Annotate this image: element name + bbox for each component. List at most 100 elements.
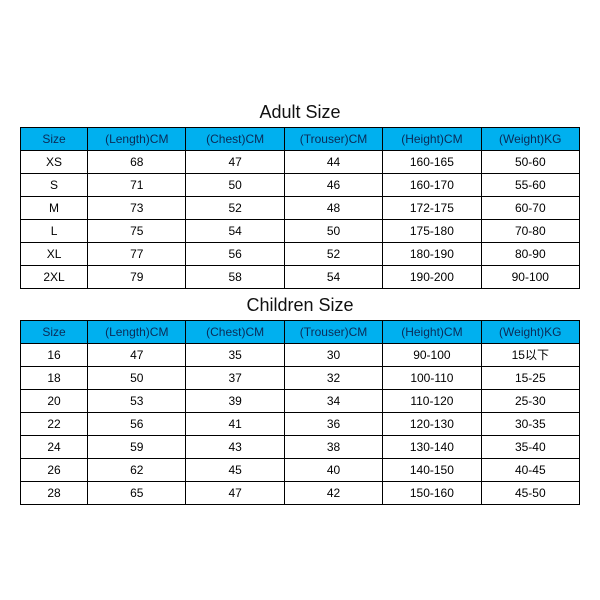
col-length: (Length)CM <box>88 127 186 150</box>
table-cell: 65 <box>88 481 186 504</box>
table-cell: 175-180 <box>383 219 481 242</box>
children-table: Size (Length)CM (Chest)CM (Trouser)CM (H… <box>20 320 580 505</box>
table-cell: 30 <box>284 343 382 366</box>
table-cell: 52 <box>186 196 284 219</box>
table-row: 24594338130-14035-40 <box>21 435 580 458</box>
size-chart: Adult Size Size (Length)CM (Chest)CM (Tr… <box>20 96 580 505</box>
table-cell: XL <box>21 242 88 265</box>
table-cell: 47 <box>186 150 284 173</box>
table-cell: 35 <box>186 343 284 366</box>
table-cell: 160-165 <box>383 150 481 173</box>
col-length: (Length)CM <box>88 320 186 343</box>
table-cell: 62 <box>88 458 186 481</box>
table-cell: 90-100 <box>383 343 481 366</box>
table-cell: 39 <box>186 389 284 412</box>
table-cell: 50 <box>88 366 186 389</box>
table-cell: 140-150 <box>383 458 481 481</box>
table-cell: S <box>21 173 88 196</box>
table-cell: 26 <box>21 458 88 481</box>
col-size: Size <box>21 320 88 343</box>
table-cell: 47 <box>186 481 284 504</box>
table-cell: 35-40 <box>481 435 579 458</box>
table-cell: 37 <box>186 366 284 389</box>
adult-title: Adult Size <box>20 102 580 123</box>
table-cell: 53 <box>88 389 186 412</box>
table-cell: 55-60 <box>481 173 579 196</box>
table-cell: 73 <box>88 196 186 219</box>
table-row: L755450175-18070-80 <box>21 219 580 242</box>
table-row: M735248172-17560-70 <box>21 196 580 219</box>
table-cell: 180-190 <box>383 242 481 265</box>
table-cell: 58 <box>186 265 284 288</box>
table-cell: 40 <box>284 458 382 481</box>
table-cell: 54 <box>186 219 284 242</box>
table-cell: 45-50 <box>481 481 579 504</box>
table-cell: 172-175 <box>383 196 481 219</box>
table-cell: 25-30 <box>481 389 579 412</box>
table-cell: 150-160 <box>383 481 481 504</box>
adult-table: Size (Length)CM (Chest)CM (Trouser)CM (H… <box>20 127 580 289</box>
col-weight: (Weight)KG <box>481 320 579 343</box>
col-weight: (Weight)KG <box>481 127 579 150</box>
table-cell: 56 <box>88 412 186 435</box>
table-row: 22564136120-13030-35 <box>21 412 580 435</box>
table-cell: 22 <box>21 412 88 435</box>
table-cell: 20 <box>21 389 88 412</box>
table-row: 18503732100-11015-25 <box>21 366 580 389</box>
table-cell: 100-110 <box>383 366 481 389</box>
table-row: 26624540140-15040-45 <box>21 458 580 481</box>
adult-header-row: Size (Length)CM (Chest)CM (Trouser)CM (H… <box>21 127 580 150</box>
table-cell: 24 <box>21 435 88 458</box>
table-row: 1647353090-10015以下 <box>21 343 580 366</box>
col-height: (Height)CM <box>383 320 481 343</box>
table-cell: 56 <box>186 242 284 265</box>
table-cell: 43 <box>186 435 284 458</box>
col-size: Size <box>21 127 88 150</box>
table-cell: 80-90 <box>481 242 579 265</box>
table-cell: 160-170 <box>383 173 481 196</box>
table-cell: 120-130 <box>383 412 481 435</box>
table-cell: 18 <box>21 366 88 389</box>
table-cell: 41 <box>186 412 284 435</box>
table-cell: 2XL <box>21 265 88 288</box>
col-chest: (Chest)CM <box>186 320 284 343</box>
table-cell: 48 <box>284 196 382 219</box>
children-header-row: Size (Length)CM (Chest)CM (Trouser)CM (H… <box>21 320 580 343</box>
table-cell: 75 <box>88 219 186 242</box>
table-cell: 71 <box>88 173 186 196</box>
table-row: XL775652180-19080-90 <box>21 242 580 265</box>
children-title: Children Size <box>20 295 580 316</box>
col-height: (Height)CM <box>383 127 481 150</box>
table-cell: 77 <box>88 242 186 265</box>
table-cell: 32 <box>284 366 382 389</box>
table-cell: XS <box>21 150 88 173</box>
table-cell: 50 <box>284 219 382 242</box>
table-row: 20533934110-12025-30 <box>21 389 580 412</box>
table-cell: 45 <box>186 458 284 481</box>
table-row: XS684744160-16550-60 <box>21 150 580 173</box>
table-cell: 59 <box>88 435 186 458</box>
table-cell: 15以下 <box>481 343 579 366</box>
table-cell: 47 <box>88 343 186 366</box>
table-cell: 70-80 <box>481 219 579 242</box>
table-cell: 38 <box>284 435 382 458</box>
table-cell: 60-70 <box>481 196 579 219</box>
table-cell: 46 <box>284 173 382 196</box>
table-cell: 36 <box>284 412 382 435</box>
table-cell: 28 <box>21 481 88 504</box>
table-cell: 44 <box>284 150 382 173</box>
table-cell: 110-120 <box>383 389 481 412</box>
table-cell: 50 <box>186 173 284 196</box>
table-cell: M <box>21 196 88 219</box>
table-cell: 34 <box>284 389 382 412</box>
table-cell: 40-45 <box>481 458 579 481</box>
col-chest: (Chest)CM <box>186 127 284 150</box>
table-cell: 190-200 <box>383 265 481 288</box>
table-row: S715046160-17055-60 <box>21 173 580 196</box>
table-row: 28654742150-16045-50 <box>21 481 580 504</box>
table-cell: 68 <box>88 150 186 173</box>
children-tbody: 1647353090-10015以下18503732100-11015-2520… <box>21 343 580 504</box>
table-cell: 79 <box>88 265 186 288</box>
table-cell: 16 <box>21 343 88 366</box>
table-cell: 30-35 <box>481 412 579 435</box>
